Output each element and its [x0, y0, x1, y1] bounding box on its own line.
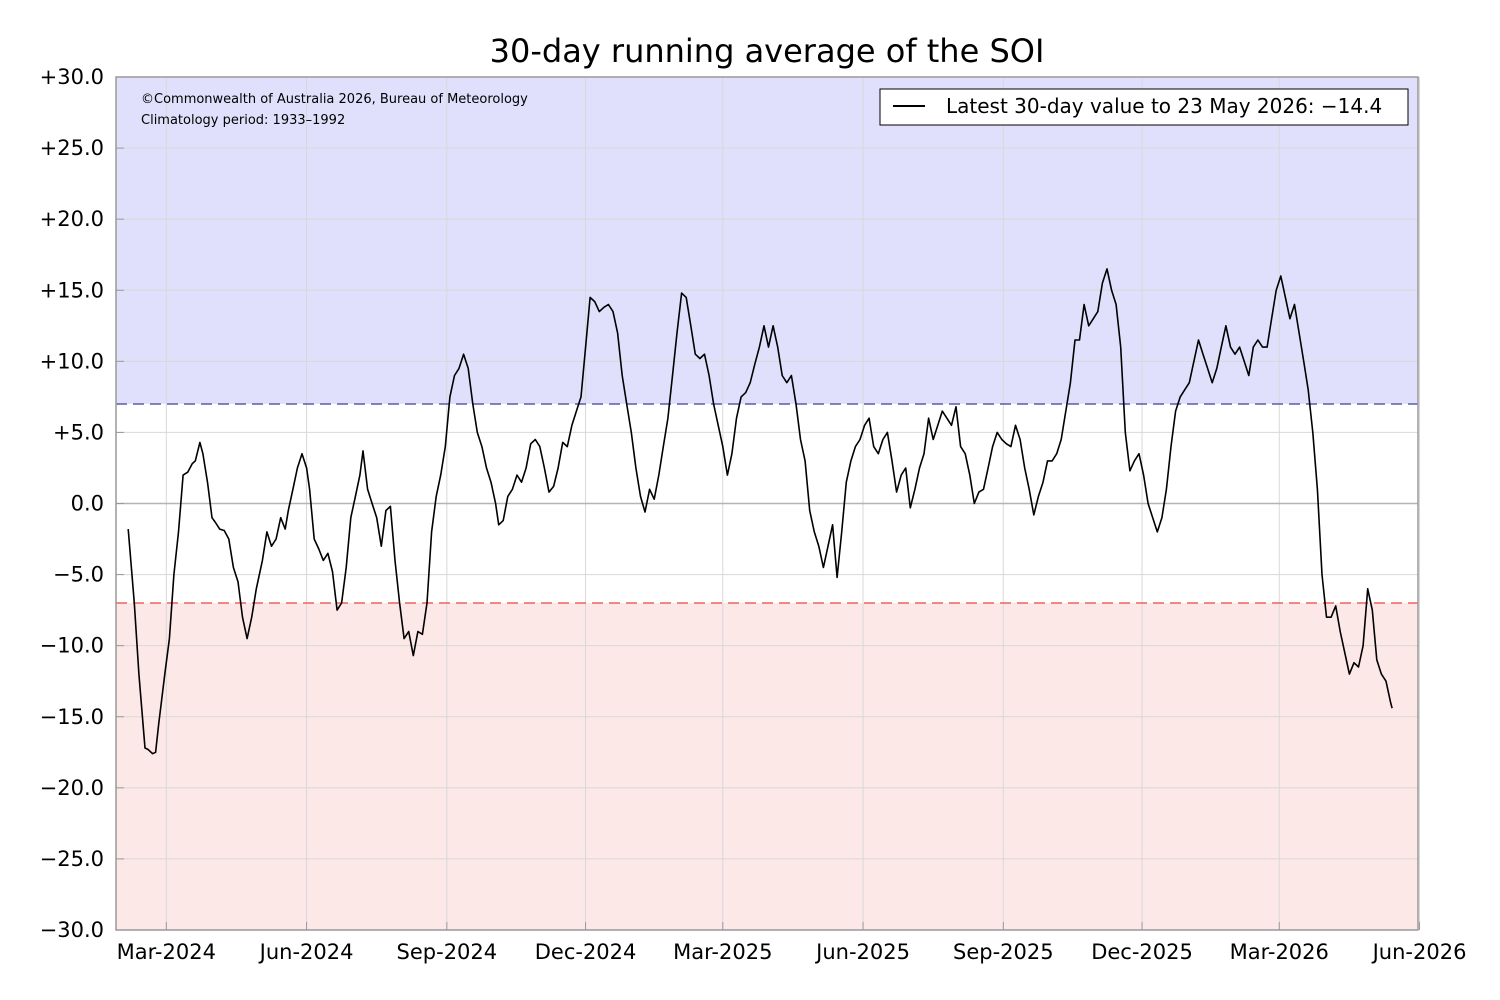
y-tick-label: +25.0	[40, 136, 104, 160]
series-layer	[127, 268, 1393, 755]
x-tick-label: Mar-2026	[1230, 940, 1329, 964]
y-tick-label: 0.0	[71, 492, 104, 516]
y-tick-label: −10.0	[40, 634, 104, 658]
y-tick-label: +15.0	[40, 278, 104, 302]
y-tick-label: +20.0	[40, 207, 104, 231]
y-tick-label: +10.0	[40, 349, 104, 373]
climatology-credit: Climatology period: 1933–1992	[141, 113, 345, 128]
x-tick-label: Dec-2024	[535, 940, 637, 964]
soi-series-line	[127, 268, 1393, 755]
legend-label: Latest 30-day value to 23 May 2026: −14.…	[946, 94, 1382, 118]
chart-title: 30-day running average of the SOI	[490, 32, 1045, 70]
x-tick-label: Jun-2026	[1371, 940, 1467, 964]
gridlines	[116, 77, 1421, 930]
copyright-credit: ©Commonwealth of Australia 2026, Bureau …	[141, 92, 528, 107]
x-tick-label: Sep-2024	[397, 940, 498, 964]
y-tick-label: −25.0	[40, 847, 104, 871]
x-tick-label: Jun-2025	[814, 940, 910, 964]
y-tick-label: −5.0	[53, 563, 104, 587]
el-nino-zone	[116, 603, 1418, 930]
axes: +30.0 +25.0 +20.0 +15.0 +10.0 +5.0 0.0 −5.0 −10.…	[40, 65, 1467, 964]
y-tick-label: +30.0	[40, 65, 104, 89]
x-tick-label: Jun-2024	[258, 940, 354, 964]
threshold-lines	[116, 403, 1418, 604]
x-tick-label: Dec-2025	[1091, 940, 1193, 964]
legend-box	[879, 88, 1409, 126]
y-tick-label: +5.0	[53, 420, 104, 444]
y-tick-label: −20.0	[40, 776, 104, 800]
x-tick-label: Mar-2024	[117, 940, 216, 964]
y-tick-label: −15.0	[40, 705, 104, 729]
x-tick-label: Mar-2025	[673, 940, 772, 964]
x-tick-label: Sep-2025	[953, 940, 1054, 964]
y-tick-label: −30.0	[40, 918, 104, 942]
legend: Latest 30-day value to 23 May 2026: −14.…	[879, 88, 1409, 126]
plot-frame	[115, 76, 1419, 931]
